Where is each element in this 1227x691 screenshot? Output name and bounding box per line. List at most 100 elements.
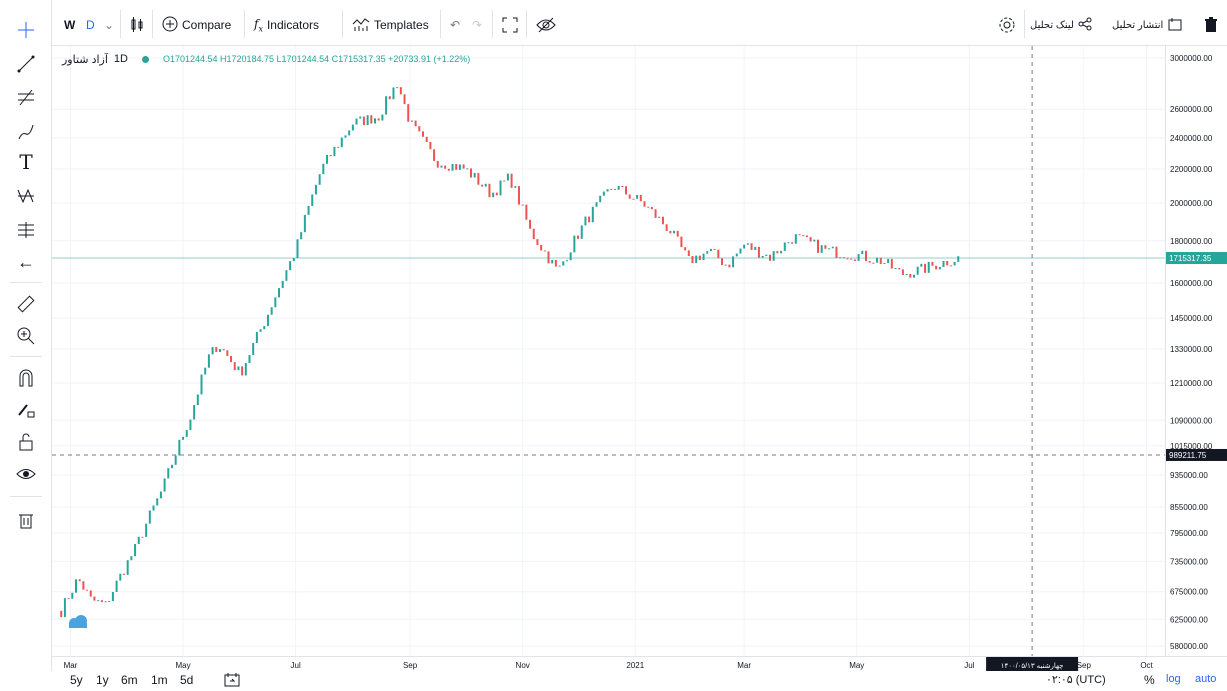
candle bbox=[787, 242, 790, 244]
legend-symbol[interactable]: آزاد شتاور bbox=[62, 53, 108, 66]
share-link-button[interactable]: لینک تحلیل bbox=[1030, 13, 1092, 37]
candle bbox=[318, 174, 321, 185]
candle bbox=[558, 265, 561, 267]
trash-icon[interactable] bbox=[1204, 13, 1218, 37]
compare-button[interactable]: Compare bbox=[162, 13, 231, 37]
candle bbox=[816, 239, 819, 253]
candlestick-chart[interactable] bbox=[52, 46, 1165, 656]
candle bbox=[894, 268, 897, 270]
candle bbox=[588, 216, 591, 223]
interval-d-button[interactable]: D bbox=[86, 18, 95, 32]
candle bbox=[189, 419, 192, 431]
text-tool-icon[interactable]: T bbox=[19, 150, 33, 174]
price-tick-label: 1210000.00 bbox=[1170, 379, 1213, 388]
candle bbox=[628, 194, 631, 199]
range-1m-button[interactable]: 1m bbox=[151, 673, 168, 687]
candle bbox=[241, 366, 244, 376]
auto-scale-toggle[interactable]: auto bbox=[1195, 673, 1217, 685]
legend-interval: 1D bbox=[113, 53, 128, 65]
time-axis[interactable]: Mar May Jul Sep Nov 2021 Mar May Jul Sep Oct چهارشن… bbox=[52, 656, 1227, 672]
candle bbox=[927, 261, 930, 273]
range-6m-button[interactable]: 6m bbox=[121, 673, 138, 687]
settings-gear-icon[interactable] bbox=[998, 13, 1016, 37]
candle bbox=[953, 261, 956, 266]
candle bbox=[543, 250, 546, 252]
range-5d-button[interactable]: 5d bbox=[180, 673, 194, 687]
time-tick-label: Sep bbox=[403, 661, 418, 670]
candle bbox=[226, 350, 229, 356]
undo-icon[interactable]: ↶ bbox=[450, 18, 461, 32]
measure-ranges-icon[interactable] bbox=[14, 218, 38, 242]
candle bbox=[97, 600, 100, 602]
candle bbox=[621, 185, 624, 187]
candle bbox=[879, 257, 882, 265]
candle bbox=[732, 256, 735, 268]
share-nodes-icon bbox=[1078, 17, 1092, 34]
zoom-in-icon[interactable] bbox=[14, 324, 38, 348]
candle bbox=[532, 228, 535, 240]
candle bbox=[314, 184, 317, 195]
percent-scale-toggle[interactable]: % bbox=[1144, 673, 1155, 687]
candle bbox=[359, 116, 362, 119]
candle bbox=[565, 260, 568, 262]
price-tick-label: 625000.00 bbox=[1170, 615, 1208, 624]
back-arrow-icon[interactable]: ← bbox=[17, 251, 35, 272]
candle bbox=[300, 232, 303, 240]
candle bbox=[174, 455, 177, 465]
candle bbox=[554, 259, 557, 267]
publish-button[interactable]: انتشار تحلیل bbox=[1112, 13, 1183, 37]
candle bbox=[650, 206, 653, 210]
lock-drawings-icon[interactable] bbox=[14, 398, 38, 422]
goto-date-icon[interactable] bbox=[224, 673, 240, 690]
candle bbox=[632, 198, 635, 200]
toolbar-divider bbox=[10, 496, 42, 497]
visibility-eye-icon[interactable] bbox=[14, 462, 38, 486]
ruler-icon[interactable] bbox=[14, 292, 38, 316]
candles-icon[interactable] bbox=[128, 13, 146, 37]
fib-tool-icon[interactable] bbox=[14, 86, 38, 110]
hide-eye-icon[interactable] bbox=[536, 13, 556, 37]
trend-line-icon[interactable] bbox=[14, 52, 38, 76]
candle bbox=[706, 251, 709, 254]
interval-dropdown-icon[interactable]: ⌄ bbox=[104, 18, 115, 32]
price-tick-label: 1090000.00 bbox=[1170, 416, 1213, 425]
log-scale-toggle[interactable]: log bbox=[1166, 673, 1181, 685]
crosshair-icon[interactable] bbox=[14, 18, 38, 42]
magnet-icon[interactable] bbox=[14, 366, 38, 390]
legend-ohlc: O1701244.54 H1720184.75 L1701244.54 C171… bbox=[162, 54, 471, 64]
candle bbox=[488, 183, 491, 198]
time-tick-label: 2021 bbox=[626, 661, 644, 670]
time-tick-label: Sep bbox=[1077, 661, 1092, 670]
indicators-button[interactable]: fx Indicators bbox=[254, 13, 319, 37]
candle bbox=[916, 266, 919, 275]
candle bbox=[802, 235, 805, 237]
remove-drawings-trash-icon[interactable] bbox=[14, 508, 38, 532]
candle bbox=[772, 251, 775, 261]
candle bbox=[613, 188, 616, 190]
unlock-icon[interactable] bbox=[14, 430, 38, 454]
pattern-icon[interactable] bbox=[14, 184, 38, 208]
toolbar-divider bbox=[10, 282, 42, 283]
candle bbox=[931, 261, 934, 266]
timezone-label[interactable]: ۰۲:۰۵ (UTC) bbox=[1046, 674, 1106, 686]
candle bbox=[661, 216, 664, 225]
candle bbox=[237, 366, 240, 371]
candle bbox=[355, 118, 358, 125]
candle bbox=[514, 186, 517, 188]
price-chart-pane[interactable] bbox=[52, 46, 1165, 656]
price-tick-label: 2400000.00 bbox=[1170, 134, 1213, 143]
redo-icon[interactable]: ↷ bbox=[472, 18, 483, 32]
indicators-label: Indicators bbox=[266, 18, 319, 32]
price-axis[interactable]: 3000000.00 2600000.00 2400000.00 2200000.00… bbox=[1165, 46, 1227, 656]
candle bbox=[536, 239, 539, 245]
fullscreen-icon[interactable] bbox=[502, 13, 518, 37]
range-5y-button[interactable]: 5y bbox=[70, 673, 83, 687]
interval-w-button[interactable]: W bbox=[64, 18, 76, 32]
price-tick-label: 1330000.00 bbox=[1170, 345, 1213, 354]
range-1y-button[interactable]: 1y bbox=[96, 673, 109, 687]
candle bbox=[440, 165, 443, 168]
templates-button[interactable]: Templates bbox=[352, 13, 429, 37]
candle bbox=[957, 256, 960, 262]
brush-icon[interactable] bbox=[14, 120, 38, 144]
candle bbox=[584, 216, 587, 226]
